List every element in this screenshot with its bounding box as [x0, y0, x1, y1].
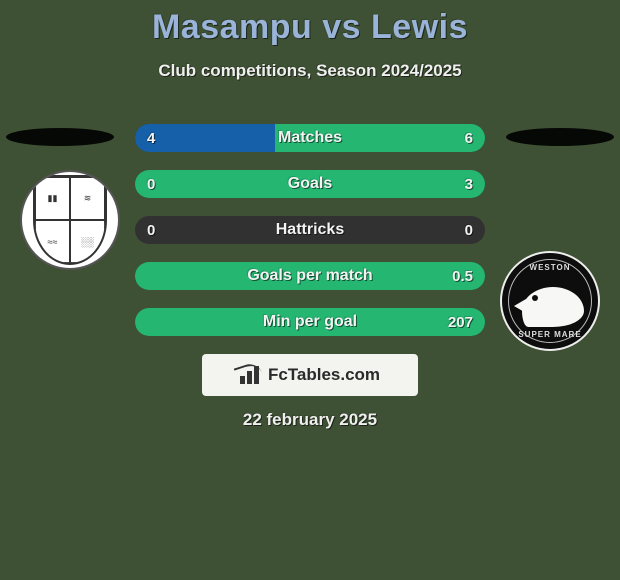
- eye-icon: [532, 295, 538, 301]
- stat-value-right: 0.5: [452, 262, 473, 290]
- stat-label: Min per goal: [135, 308, 485, 336]
- stat-row: Goals per match0.5: [135, 262, 485, 290]
- stat-label: Goals per match: [135, 262, 485, 290]
- crest-bottom-text: SUPER MARE: [502, 330, 598, 339]
- stat-value-left: 4: [147, 124, 155, 152]
- stat-label: Matches: [135, 124, 485, 152]
- branding-badge: FcTables.com: [202, 354, 418, 396]
- club-crest-left: ▮▮≋ ≈≈░░: [20, 170, 120, 270]
- stat-value-left: 0: [147, 170, 155, 198]
- stat-value-right: 6: [465, 124, 473, 152]
- stat-value-right: 3: [465, 170, 473, 198]
- comparison-card: Masampu vs Lewis Club competitions, Seas…: [0, 0, 620, 580]
- stat-row: Goals0 3: [135, 170, 485, 198]
- date-label: 22 february 2025: [0, 410, 620, 430]
- stat-row: Hattricks0 0: [135, 216, 485, 244]
- stat-value-right: 0: [465, 216, 473, 244]
- club-crest-right: WESTON SUPER MARE: [500, 251, 600, 351]
- branding-text: FcTables.com: [268, 365, 380, 385]
- stat-row: Min per goal207: [135, 308, 485, 336]
- beak-icon: [514, 299, 526, 313]
- fctables-logo-icon: [240, 366, 262, 384]
- stats-container: Matches46Goals03Hattricks00Goals per mat…: [135, 124, 485, 354]
- shield-icon: ▮▮≋ ≈≈░░: [33, 175, 107, 265]
- stat-value-left: 0: [147, 216, 155, 244]
- seagull-icon: [522, 287, 584, 327]
- stat-row: Matches4 6: [135, 124, 485, 152]
- stat-value-right: 207: [448, 308, 473, 336]
- page-title: Masampu vs Lewis: [0, 0, 620, 47]
- stat-label: Hattricks: [135, 216, 485, 244]
- stat-label: Goals: [135, 170, 485, 198]
- player-shadow-right: [506, 128, 614, 146]
- player-shadow-left: [6, 128, 114, 146]
- competition-subtitle: Club competitions, Season 2024/2025: [0, 61, 620, 81]
- crest-top-text: WESTON: [502, 263, 598, 272]
